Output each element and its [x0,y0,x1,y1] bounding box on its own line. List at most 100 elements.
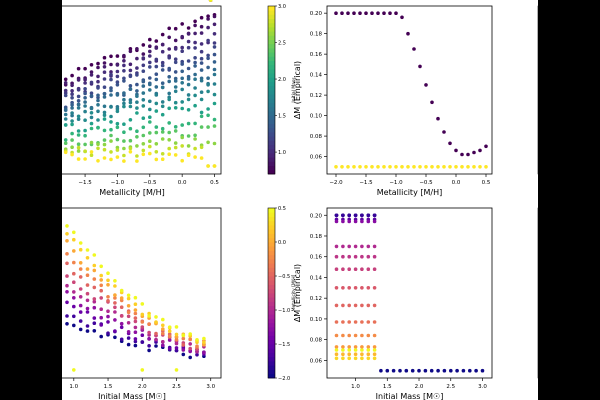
p1-point [89,70,94,74]
p4-point [480,368,485,373]
p1-point [173,38,178,43]
p1-colorbar-segment [268,111,275,116]
p1-point [154,46,159,50]
p4-point [360,267,364,272]
p3-point [126,336,131,340]
p3-colorbar-segment [268,318,275,324]
p1-point [102,92,107,96]
p2-ytick-label: 0.08 [310,134,323,140]
p3-point [65,224,69,228]
p1-colorbar-segment [268,6,275,11]
p1-point [167,79,171,84]
p2-axes: −2.0 −1.5 −1.0 −0.5 0.0 0.5 0.06 0.08 0.10 0.12 0.… [293,5,493,197]
p4-point [360,320,364,324]
p1-point [141,152,146,157]
p3-point [78,261,83,265]
p3-point [161,323,165,328]
p1-colorbar-segment [268,165,275,171]
p3-colorbar-segment [268,352,275,358]
p1-point [83,128,87,133]
p1-point [193,40,197,45]
p1-colorbar-tick-label: 3.0 [278,4,286,10]
p1-point [83,96,87,100]
p4-point [334,348,339,352]
p3-colorbar-frame [267,207,276,379]
p1-xtick-label: −1.0 [111,180,125,186]
p1-point [173,153,178,157]
p1-colorbar-segment [268,22,275,28]
p1-colorbar: 1.0 1.5 2.0 2.5 3.0 Initial Mass [267,4,297,175]
p1-point [76,157,81,161]
p1-point [154,77,159,82]
p3-point [174,325,179,329]
p3-point [119,314,124,318]
p1-point [206,14,210,18]
p4-point [360,333,364,338]
p4-point [372,333,377,338]
p1-point [83,104,87,108]
p1-point [63,117,68,121]
p1-point [186,59,191,63]
p2-point [412,47,416,51]
p1-point [160,126,165,131]
p3-colorbar-tick-label: −1.0 [278,308,290,314]
p1-point [186,121,191,126]
p1-point [212,72,217,77]
p1-point [89,91,94,95]
p3-point [72,323,76,328]
p1-point [141,148,146,153]
p3-point [99,307,103,312]
p1-point [122,76,126,81]
p1-point [173,26,178,31]
p4-point [366,244,371,249]
p1-point [141,142,146,146]
p1-xtick-label: 0.0 [178,180,187,186]
p1-point [154,142,159,146]
p4-point [353,213,358,218]
p1-point [167,121,171,125]
p4-point [334,333,339,338]
p1-point [76,145,81,150]
p3-colorbar-tick-label: −0.5 [278,274,290,280]
p1-point [128,138,133,143]
p3-colorbar-segment [268,361,275,366]
p1-point [83,87,87,91]
p4-point [341,213,345,218]
p3-xtick-label: 2.5 [172,384,181,390]
p1-point [102,117,107,121]
p1-point [128,62,133,67]
p3-point [133,343,138,348]
p3-point [133,325,138,330]
p4-point [347,244,352,249]
p1-point [212,101,217,106]
p3-point [85,248,90,252]
p1-point [193,77,197,81]
p1-point [180,87,184,92]
p3-xlabel: Initial Mass [M☉] [98,392,166,400]
p1-point [148,115,152,119]
p3-colorbar-segment [268,373,275,379]
p1-point [206,76,210,80]
p1-colorbar-segment [268,90,275,95]
p3-point [188,342,192,346]
p3-colorbar-segment [268,344,275,349]
p1-colorbar-frame [267,5,276,175]
p1-point [186,134,191,138]
p1-point [186,32,191,36]
p3-point [126,296,131,301]
p2-point [334,11,338,15]
p4-point [341,352,345,357]
p2-ytick-label: 0.20 [310,11,323,17]
p3-colorbar-tick-label: −1.5 [278,342,290,348]
p1-point [135,144,139,148]
p3-point [85,267,90,271]
p2-point [484,165,488,169]
p1-point [135,82,139,87]
p1-point [148,151,152,156]
p4-point [429,368,434,373]
p3-point [99,273,103,278]
p3-point [113,318,117,322]
p1-point [167,97,171,102]
p3-point [65,232,69,236]
p4-point [353,219,358,224]
